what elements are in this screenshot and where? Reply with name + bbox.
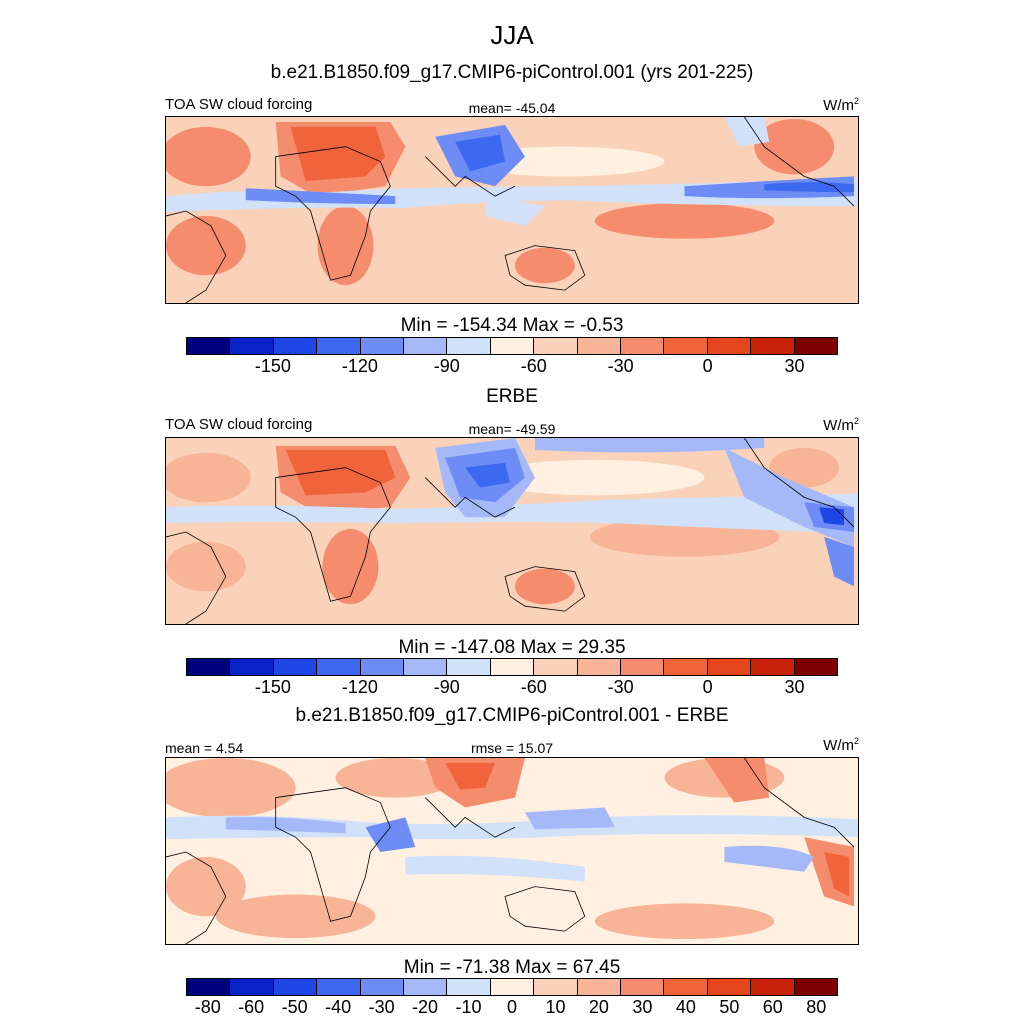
colorbar-swatch [751, 979, 795, 995]
colorbar-swatch [794, 338, 838, 354]
colorbar-swatch [317, 659, 361, 675]
colorbar-tick-label: -120 [341, 677, 378, 697]
panel2-colorbar-ticks: -150 -120 -90 -60 -30 0 30 [186, 677, 838, 699]
colorbar-swatch [707, 659, 752, 675]
colorbar-swatch [534, 338, 578, 354]
colorbar-tick-label: 80 [806, 997, 827, 1017]
colorbar-swatch [187, 659, 231, 675]
panel3-mean: mean = 4.54 [165, 740, 244, 756]
colorbar-swatch [230, 659, 274, 675]
colorbar-tick-label: -20 [412, 997, 439, 1017]
colorbar-swatch [534, 979, 578, 995]
colorbar-swatch [447, 979, 491, 995]
colorbar-tick-label: -50 [281, 997, 308, 1017]
colorbar-swatch [187, 338, 231, 354]
colorbar-swatch [751, 659, 795, 675]
colorbar-swatch [187, 979, 231, 995]
colorbar-swatch [273, 659, 318, 675]
colorbar-tick-label: 50 [719, 997, 740, 1017]
panel1-map [165, 116, 859, 304]
panel1-mean: mean= -45.04 [468, 100, 556, 116]
panel3-colorbar [186, 978, 838, 996]
panel1-minmax: Min = -154.34 Max = -0.53 [400, 315, 624, 336]
colorbar-swatch [360, 338, 405, 354]
colorbar-tick-label: 60 [762, 997, 783, 1017]
colorbar-swatch [794, 659, 838, 675]
colorbar-swatch [794, 979, 838, 995]
colorbar-tick-label: -30 [607, 356, 634, 376]
panel2-map [165, 437, 859, 625]
panel2-variable-label: TOA SW cloud forcing [165, 416, 313, 433]
panel1-units: W/m2 [823, 96, 859, 114]
colorbar-swatch [447, 659, 491, 675]
panel2-colorbar [186, 658, 838, 676]
colorbar-tick-label: -60 [520, 356, 547, 376]
figure-title: JJA [490, 20, 534, 50]
colorbar-swatch [534, 659, 578, 675]
colorbar-swatch [360, 979, 405, 995]
colorbar-tick-label: -120 [341, 356, 378, 376]
colorbar-swatch [707, 979, 752, 995]
panel1-header: b.e21.B1850.f09_g17.CMIP6-piControl.001 … [270, 62, 754, 83]
colorbar-swatch [707, 338, 752, 354]
colorbar-tick-label: -150 [254, 677, 291, 697]
colorbar-tick-label: -30 [368, 997, 395, 1017]
colorbar-tick-label: -90 [433, 677, 460, 697]
panel2-mean: mean= -49.59 [468, 421, 556, 437]
colorbar-tick-label: -40 [325, 997, 352, 1017]
colorbar-swatch [490, 979, 535, 995]
colorbar-tick-label: -60 [238, 997, 265, 1017]
colorbar-swatch [490, 659, 535, 675]
colorbar-swatch [621, 659, 665, 675]
colorbar-swatch [621, 338, 665, 354]
colorbar-tick-label: -90 [433, 356, 460, 376]
colorbar-swatch [664, 338, 708, 354]
colorbar-swatch [360, 659, 405, 675]
colorbar-swatch [447, 338, 491, 354]
colorbar-swatch [273, 338, 318, 354]
panel2-units: W/m2 [823, 416, 859, 434]
colorbar-tick-label: 0 [702, 356, 713, 376]
colorbar-tick-label: -60 [520, 677, 547, 697]
panel3-map [165, 757, 859, 945]
panel2-minmax: Min = -147.08 Max = 29.35 [398, 637, 626, 658]
panel3-colorbar-ticks: -80 -60 -50 -40 -30 -20 -10 0 10 20 30 40 50 60 80 [186, 997, 838, 1019]
panel3-header: b.e21.B1850.f09_g17.CMIP6-piControl.001 … [295, 705, 729, 726]
colorbar-swatch [577, 979, 622, 995]
colorbar-tick-label: 20 [588, 997, 609, 1017]
colorbar-tick-label: 30 [632, 997, 653, 1017]
colorbar-swatch [621, 979, 665, 995]
panel1-colorbar [186, 337, 838, 355]
panel3-rmse: rmse = 15.07 [470, 740, 554, 756]
colorbar-tick-label: -10 [455, 997, 482, 1017]
colorbar-swatch [404, 659, 448, 675]
colorbar-swatch [664, 979, 708, 995]
panel3-units: W/m2 [823, 736, 859, 754]
colorbar-swatch [490, 338, 535, 354]
colorbar-swatch [230, 979, 274, 995]
colorbar-tick-label: -30 [607, 677, 634, 697]
colorbar-swatch [317, 979, 361, 995]
colorbar-swatch [230, 338, 274, 354]
panel2-header: ERBE [486, 386, 538, 407]
panel3-minmax: Min = -71.38 Max = 67.45 [403, 957, 621, 978]
colorbar-swatch [317, 338, 361, 354]
colorbar-swatch [273, 979, 318, 995]
colorbar-swatch [404, 979, 448, 995]
colorbar-swatch [751, 338, 795, 354]
colorbar-tick-label: -80 [194, 997, 221, 1017]
panel1-variable-label: TOA SW cloud forcing [165, 96, 313, 113]
panel1-colorbar-ticks: -150 -120 -90 -60 -30 0 30 [186, 356, 838, 378]
colorbar-tick-label: 30 [784, 356, 805, 376]
colorbar-swatch [577, 659, 622, 675]
colorbar-tick-label: 40 [675, 997, 696, 1017]
colorbar-tick-label: 0 [506, 997, 518, 1017]
colorbar-tick-label: 30 [784, 677, 805, 697]
colorbar-swatch [577, 338, 622, 354]
colorbar-tick-label: 10 [545, 997, 566, 1017]
colorbar-tick-label: 0 [702, 677, 713, 697]
colorbar-swatch [664, 659, 708, 675]
colorbar-swatch [404, 338, 448, 354]
colorbar-tick-label: -150 [254, 356, 291, 376]
